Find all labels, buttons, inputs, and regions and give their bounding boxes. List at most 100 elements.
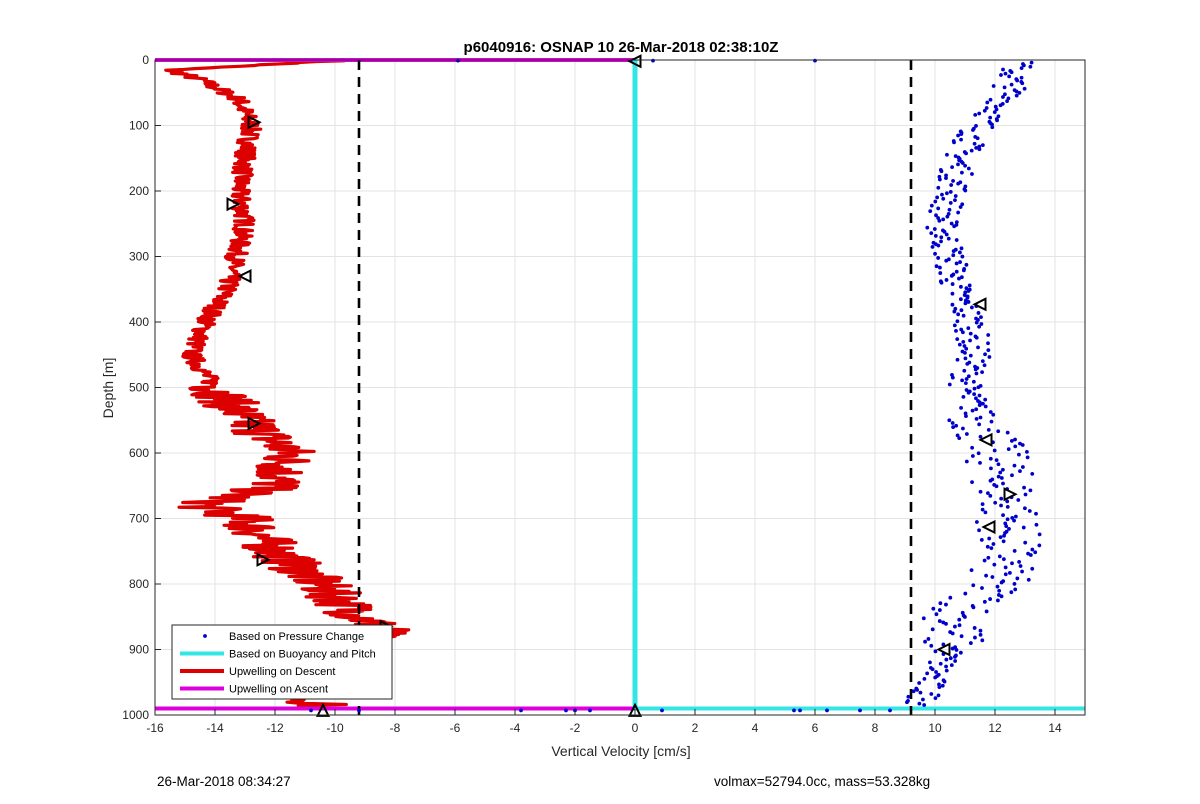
pressure-dot xyxy=(1019,66,1024,71)
pressure-dot xyxy=(960,202,965,207)
pressure-dot xyxy=(982,599,987,604)
pressure-dot xyxy=(966,166,971,171)
pressure-dot xyxy=(936,243,941,248)
pressure-dot xyxy=(980,638,985,643)
pressure-dot xyxy=(957,617,962,622)
pressure-dot xyxy=(952,224,957,229)
triangle-marker xyxy=(1003,487,1018,502)
pressure-dot xyxy=(1030,471,1035,476)
pressure-dot xyxy=(988,494,993,498)
pressure-dot xyxy=(933,234,938,238)
pressure-dot xyxy=(1023,506,1027,511)
pressure-dot xyxy=(945,152,949,157)
pressure-dot xyxy=(948,656,953,661)
pressure-dot xyxy=(1003,572,1008,577)
pressure-dot xyxy=(944,258,949,263)
pressure-dot xyxy=(987,536,992,541)
pressure-dot xyxy=(977,528,981,533)
pressure-dot xyxy=(979,322,984,326)
pressure-dot xyxy=(963,591,968,596)
pressure-dot xyxy=(1012,582,1017,586)
pressure-dot xyxy=(978,628,983,633)
pressure-dot xyxy=(985,544,990,549)
pressure-dot xyxy=(959,405,963,410)
pressure-dot xyxy=(1002,85,1007,90)
pressure-dot xyxy=(960,330,965,335)
pressure-dot xyxy=(936,693,941,698)
pressure-dot xyxy=(1005,505,1010,509)
pressure-dot xyxy=(963,356,968,361)
pressure-dot xyxy=(651,58,655,63)
pressure-dot xyxy=(964,377,969,381)
triangle-marker xyxy=(256,552,271,567)
pressure-dot xyxy=(1013,437,1017,442)
pressure-dot xyxy=(969,305,974,310)
triangle-marker xyxy=(315,702,331,717)
pressure-dot xyxy=(1009,590,1014,595)
pressure-dot xyxy=(1028,553,1033,557)
pressure-dot xyxy=(961,268,966,273)
x-tick-label: 4 xyxy=(752,721,759,735)
pressure-dot xyxy=(939,235,944,240)
pressure-dot xyxy=(928,660,932,665)
pressure-dot xyxy=(930,667,935,672)
pressure-dot xyxy=(984,573,988,578)
pressure-dot xyxy=(948,190,953,194)
pressure-dot xyxy=(988,478,993,483)
pressure-dot xyxy=(956,312,961,317)
pressure-dot xyxy=(970,172,974,176)
pressure-dot xyxy=(936,206,941,211)
pressure-dot xyxy=(958,650,963,655)
pressure-dot xyxy=(964,286,969,291)
pressure-dot xyxy=(1010,516,1015,520)
pressure-dot xyxy=(997,554,1002,559)
pressure-dot xyxy=(1001,95,1005,99)
pressure-dot xyxy=(974,407,979,412)
pressure-dot xyxy=(798,708,802,713)
pressure-dot xyxy=(1017,560,1022,564)
footer-params: volmax=52794.0cc, mass=53.328kg xyxy=(714,774,931,789)
pressure-dot xyxy=(1037,532,1042,537)
pressure-dot xyxy=(944,657,949,662)
pressure-dot xyxy=(1007,74,1012,79)
pressure-dot xyxy=(994,458,999,463)
pressure-dot xyxy=(966,300,971,304)
pressure-dot xyxy=(958,297,963,302)
pressure-dot xyxy=(996,429,1001,434)
pressure-dot xyxy=(934,264,939,269)
pressure-dot xyxy=(957,623,962,628)
pressure-dot xyxy=(952,323,957,328)
x-tick-label: -10 xyxy=(326,721,344,735)
pressure-dot xyxy=(1015,576,1020,581)
pressure-dot xyxy=(1001,539,1006,544)
pressure-dot xyxy=(984,609,989,614)
pressure-dot xyxy=(937,685,942,689)
pressure-dot xyxy=(959,137,963,142)
y-axis-label: Depth [m] xyxy=(100,358,116,419)
pressure-dot xyxy=(1021,63,1026,68)
pressure-dot xyxy=(971,583,976,588)
pressure-dot xyxy=(963,163,967,168)
y-tick-label: 700 xyxy=(129,512,149,526)
pressure-dot xyxy=(939,239,943,244)
pressure-dot xyxy=(972,141,977,146)
pressure-dot xyxy=(1020,569,1024,574)
pressure-dot xyxy=(983,352,987,357)
pressure-dot xyxy=(1001,67,1005,72)
x-tick-label: -16 xyxy=(146,721,164,735)
pressure-dot xyxy=(937,608,942,612)
pressure-dot xyxy=(968,353,973,358)
triangle-marker xyxy=(226,196,241,212)
pressure-dot xyxy=(1013,444,1018,449)
pressure-dot xyxy=(925,225,930,230)
pressure-dot xyxy=(959,246,964,251)
pressure-dot xyxy=(996,114,1001,119)
pressure-dot xyxy=(955,433,960,438)
pressure-dot xyxy=(1007,571,1012,575)
pressure-dot xyxy=(967,283,972,288)
pressure-dot xyxy=(986,555,991,560)
pressure-dot xyxy=(1014,93,1019,98)
pressure-dot xyxy=(933,696,938,701)
pressure-dot xyxy=(950,375,955,380)
